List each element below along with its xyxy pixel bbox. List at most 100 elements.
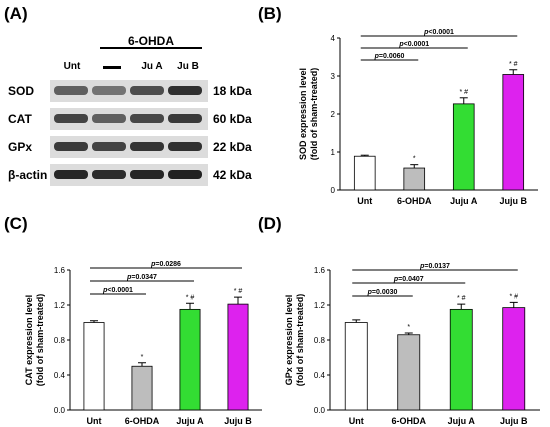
y-tick-label: 0.4 — [54, 371, 66, 380]
bar — [83, 322, 105, 411]
x-tick-label: Juju B — [224, 416, 252, 426]
blot-band — [54, 114, 88, 123]
blot-band — [130, 142, 164, 151]
y-tick-label: 0.8 — [54, 336, 66, 345]
comparison-p-value: p=0.0286 — [150, 261, 181, 268]
blot-strip — [50, 164, 208, 186]
comparison-p-value: p=0.0030 — [367, 289, 398, 296]
y-tick-label: 1 — [331, 148, 336, 157]
blot-size-label: 18 kDa — [213, 84, 252, 98]
significance-marker: * # — [234, 288, 243, 295]
significance-marker: * # — [509, 61, 518, 68]
comparison-p-value: p<0.0001 — [102, 287, 133, 294]
y-tick-label: 0 — [331, 186, 336, 195]
western-blot: 6-OHDA Unt Ju A Ju B SOD 18 kDa CAT 60 kDa G… — [0, 0, 258, 200]
comparison-p-value: p=0.0137 — [419, 263, 450, 270]
y-axis-label-units: (fold of sham-treated) — [309, 68, 319, 161]
significance-marker: * — [141, 354, 144, 361]
blot-strip — [50, 108, 208, 130]
bar — [179, 308, 201, 411]
x-tick-label: Juju A — [448, 416, 476, 426]
y-axis-label-units: (fold of sham-treated) — [295, 294, 305, 387]
significance-marker: * # — [459, 89, 468, 96]
y-tick-label: 0.4 — [314, 371, 326, 380]
blot-strip — [50, 80, 208, 102]
bar — [397, 334, 421, 411]
y-axis-label: GPx expression level — [284, 295, 294, 386]
blot-band — [168, 142, 202, 151]
x-tick-label: Juju B — [499, 196, 527, 206]
comparison-p-value: p<0.0001 — [423, 29, 454, 36]
bar — [502, 74, 525, 191]
blot-band — [54, 170, 88, 179]
y-axis-label: CAT expression level — [24, 295, 34, 385]
bar — [449, 308, 473, 411]
x-tick-label: Unt — [357, 196, 372, 206]
blot-protein-label: CAT — [8, 112, 32, 126]
blot-band — [92, 86, 126, 95]
y-tick-label: 4 — [331, 34, 336, 43]
panel-label-c: (C) — [4, 214, 28, 233]
panel-label-a: (A) — [4, 4, 28, 23]
y-axis-label-units: (fold of sham-treated) — [35, 294, 45, 387]
lane-label-unt: Unt — [63, 61, 81, 72]
bar — [344, 322, 368, 411]
comparison-p-value: p<0.0001 — [398, 41, 429, 48]
x-tick-label: 6-OHDA — [391, 416, 426, 426]
blot-size-label: 42 kDa — [213, 168, 252, 182]
significance-marker: * # — [509, 293, 518, 300]
significance-marker: * — [407, 324, 410, 331]
panel-label-b: (B) — [258, 4, 282, 23]
y-tick-label: 0.0 — [54, 406, 66, 415]
y-tick-label: 2 — [331, 110, 336, 119]
chart-sod: 0 1 2 3 4 SOD expression level (fold of sham-t… — [298, 29, 538, 206]
x-tick-label: Juju A — [176, 416, 204, 426]
lane-label-6ohda-dash — [103, 66, 121, 69]
panel-label-d: (D) — [258, 214, 282, 233]
x-tick-label: Juju A — [450, 196, 478, 206]
y-tick-label: 1.6 — [314, 266, 326, 275]
significance-marker: * — [413, 156, 416, 163]
bar — [227, 303, 249, 411]
comparison-p-value: p=0.0347 — [126, 274, 157, 281]
comparison-p-value: p=0.0407 — [393, 276, 424, 283]
blot-band — [168, 86, 202, 95]
x-tick-label: 6-OHDA — [125, 416, 160, 426]
y-tick-label: 0.8 — [314, 336, 326, 345]
significance-marker: * # — [186, 294, 195, 301]
blot-band — [54, 86, 88, 95]
y-tick-label: 1.2 — [314, 301, 326, 310]
lane-label-ju-a: Ju A — [141, 61, 163, 72]
y-tick-label: 0.0 — [314, 406, 326, 415]
chart-gpx: 0.0 0.4 0.8 1.2 1.6 GPx expression level (fold… — [284, 263, 540, 426]
blot-size-label: 60 kDa — [213, 112, 252, 126]
x-tick-label: Juju B — [500, 416, 528, 426]
lane-label-ju-b: Ju B — [177, 61, 199, 72]
blot-band — [130, 114, 164, 123]
treatment-bracket-line — [100, 47, 202, 49]
significance-marker: * # — [457, 295, 466, 302]
blot-band — [92, 170, 126, 179]
blot-strip — [50, 136, 208, 158]
blot-protein-label: β-actin — [8, 168, 48, 182]
bar — [403, 167, 426, 191]
blot-band — [54, 142, 88, 151]
blot-protein-label: GPx — [8, 140, 33, 154]
y-tick-label: 1.2 — [54, 301, 66, 310]
blot-band — [92, 114, 126, 123]
treatment-header: 6-OHDA — [128, 34, 175, 48]
blot-size-label: 22 kDa — [213, 140, 252, 154]
bar — [131, 365, 153, 411]
bar — [452, 103, 475, 191]
bar — [353, 155, 376, 191]
blot-band — [92, 142, 126, 151]
blot-band — [168, 114, 202, 123]
blot-band — [130, 170, 164, 179]
blot-band — [130, 86, 164, 95]
x-tick-label: Unt — [87, 416, 102, 426]
blot-band — [168, 170, 202, 179]
chart-cat: 0.0 0.4 0.8 1.2 1.6 CAT expression level (fold… — [24, 261, 262, 426]
blot-protein-label: SOD — [8, 84, 35, 98]
comparison-p-value: p=0.0060 — [374, 53, 405, 60]
bar — [502, 307, 526, 411]
